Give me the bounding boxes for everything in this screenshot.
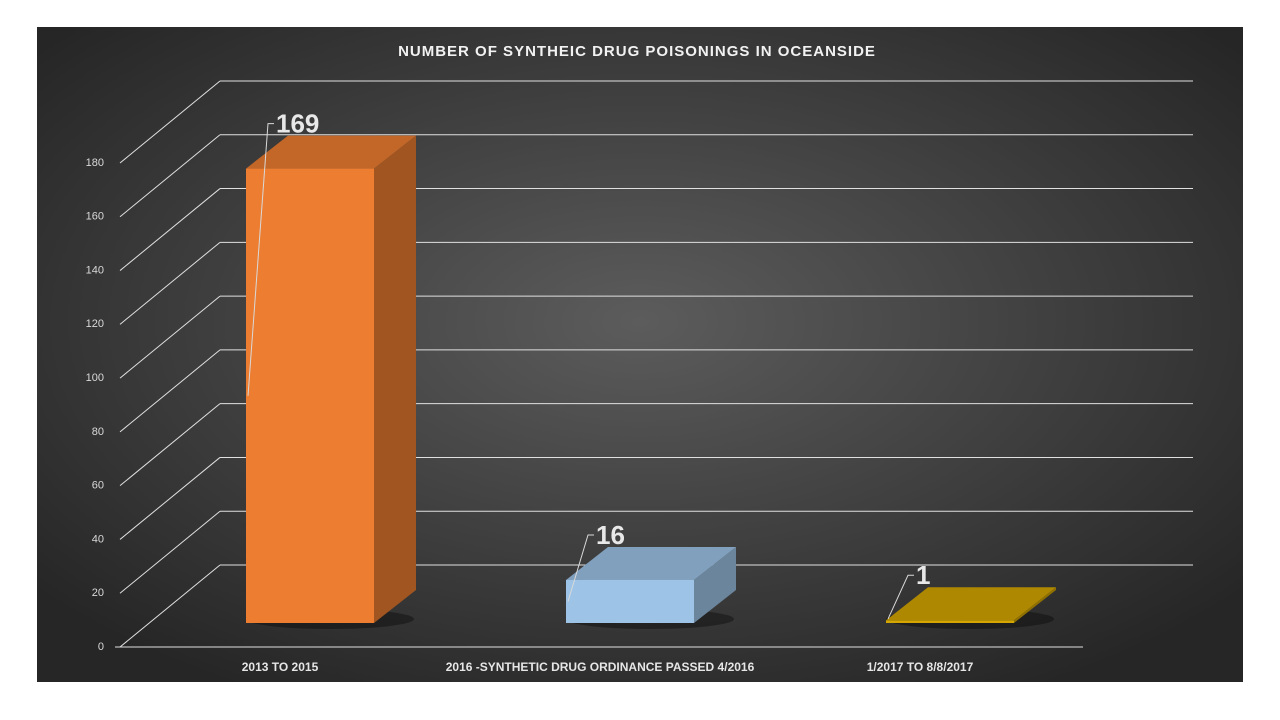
bar-side bbox=[374, 135, 416, 624]
grid-line bbox=[119, 134, 221, 218]
leader-line bbox=[887, 574, 914, 620]
bar-side bbox=[1014, 587, 1056, 623]
grid-line bbox=[119, 564, 221, 648]
grid-line bbox=[119, 80, 221, 164]
grid-line bbox=[119, 241, 221, 325]
data-label: 1 bbox=[916, 560, 930, 590]
grid-line bbox=[119, 510, 221, 594]
y-tick-label: 20 bbox=[92, 587, 104, 599]
x-tick-label: 1/2017 TO 8/8/2017 bbox=[867, 660, 974, 674]
y-tick-label: 160 bbox=[86, 211, 104, 223]
bar-top bbox=[566, 546, 736, 580]
bar bbox=[246, 168, 374, 624]
y-tick-label: 0 bbox=[98, 641, 104, 653]
x-tick-label: 2016 -SYNTHETIC DRUG ORDINANCE PASSED 4/… bbox=[446, 660, 755, 674]
bar-top bbox=[886, 587, 1056, 621]
grid-line bbox=[119, 188, 221, 271]
bar-top bbox=[246, 135, 416, 169]
bar-side bbox=[694, 546, 736, 623]
grid-line bbox=[119, 349, 221, 433]
bar bbox=[886, 620, 1014, 623]
y-tick-label: 120 bbox=[86, 318, 104, 330]
grid-line bbox=[119, 457, 221, 540]
leader-line bbox=[567, 534, 594, 602]
grid-line bbox=[119, 403, 221, 487]
y-tick-label: 100 bbox=[86, 372, 104, 384]
y-tick-label: 60 bbox=[92, 480, 104, 492]
y-tick-label: 180 bbox=[86, 157, 104, 169]
grid-line bbox=[119, 295, 221, 379]
bar bbox=[566, 579, 694, 623]
data-label: 16 bbox=[596, 520, 625, 550]
data-label: 169 bbox=[276, 108, 319, 138]
y-tick-label: 140 bbox=[86, 264, 104, 276]
leader-line bbox=[247, 123, 274, 396]
y-tick-label: 40 bbox=[92, 533, 104, 545]
y-tick-label: 80 bbox=[92, 426, 104, 438]
x-tick-label: 2013 TO 2015 bbox=[242, 660, 319, 674]
chart-title: NUMBER OF SYNTHEIC DRUG POISONINGS IN OC… bbox=[398, 43, 876, 60]
